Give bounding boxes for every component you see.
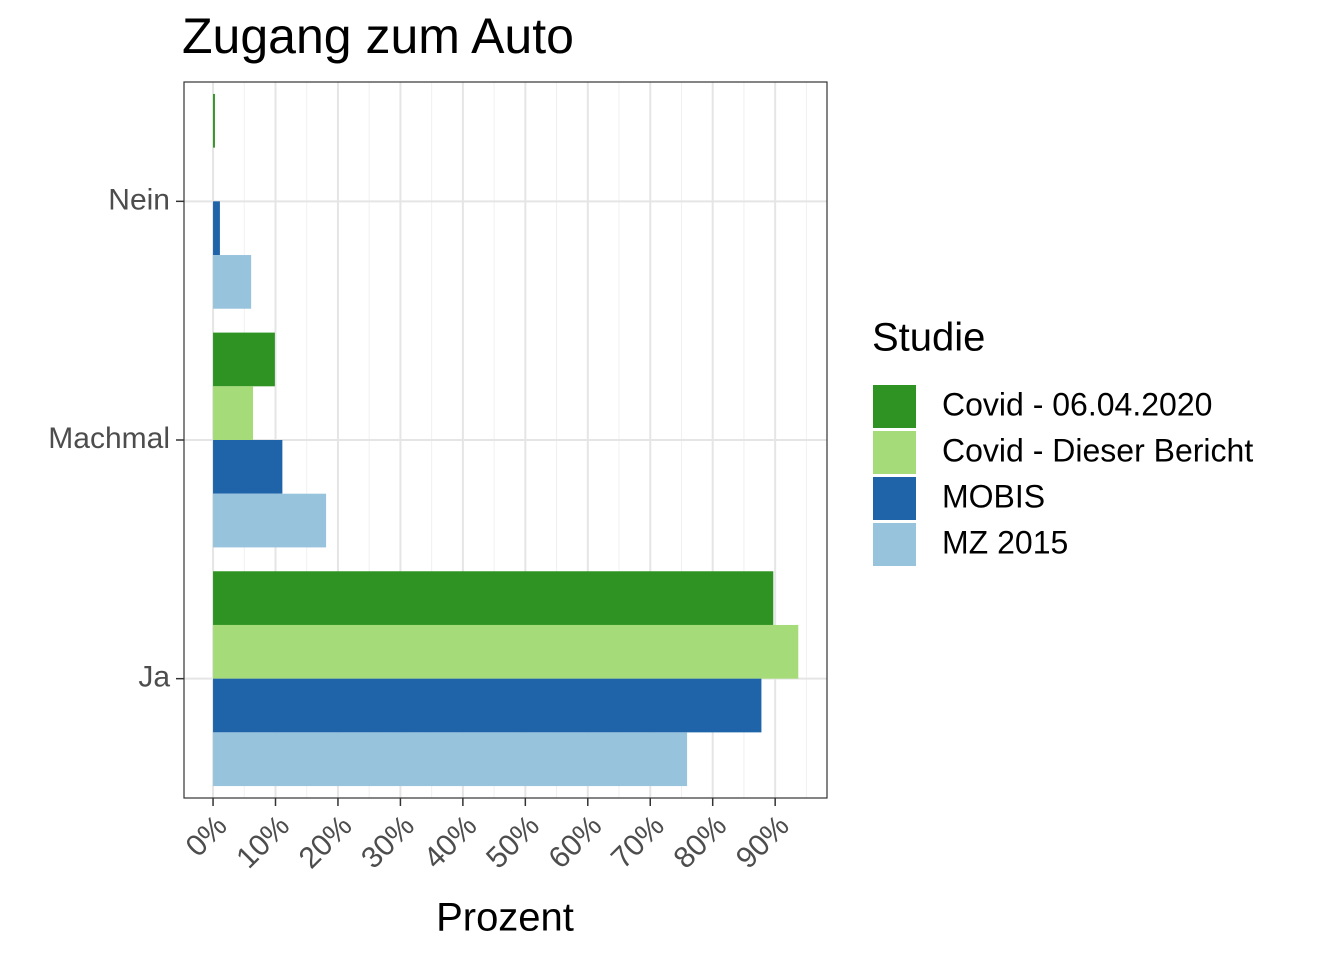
x-tick-label: 0% (180, 809, 234, 863)
bar (213, 332, 275, 387)
bar (213, 493, 327, 548)
x-tick-label: 20% (293, 809, 359, 875)
x-tick-label: 60% (543, 809, 609, 875)
y-tick-label: Ja (138, 661, 170, 694)
legend-label: Covid - Dieser Bericht (942, 432, 1253, 468)
bar (213, 440, 283, 494)
bar (213, 571, 774, 625)
legend-label: MOBIS (942, 478, 1045, 514)
legend-key (873, 477, 916, 520)
x-tick-label: 30% (355, 809, 421, 875)
y-tick-label: Nein (108, 183, 170, 216)
x-tick-label: 80% (667, 809, 733, 875)
y-tick-label: Machmal (48, 422, 170, 455)
x-tick-label: 90% (730, 809, 796, 875)
x-axis-title: Prozent (436, 896, 574, 940)
legend-key (873, 523, 916, 566)
bar (213, 93, 215, 148)
x-tick-label: 50% (480, 809, 546, 875)
bar (213, 624, 799, 679)
legend-label: Covid - 06.04.2020 (942, 386, 1212, 422)
bar (213, 386, 254, 440)
bar (213, 201, 220, 256)
x-tick-label: 70% (605, 809, 671, 875)
x-tick-label: 10% (230, 809, 296, 875)
legend-title: Studie (872, 316, 985, 360)
bar (213, 255, 252, 309)
x-tick-label: 40% (418, 809, 484, 875)
legend-key (873, 431, 916, 474)
legend-label: MZ 2015 (942, 524, 1068, 560)
bar (213, 732, 688, 787)
bar (213, 678, 762, 733)
legend-key (873, 385, 916, 428)
chart-title: Zugang zum Auto (182, 8, 574, 64)
